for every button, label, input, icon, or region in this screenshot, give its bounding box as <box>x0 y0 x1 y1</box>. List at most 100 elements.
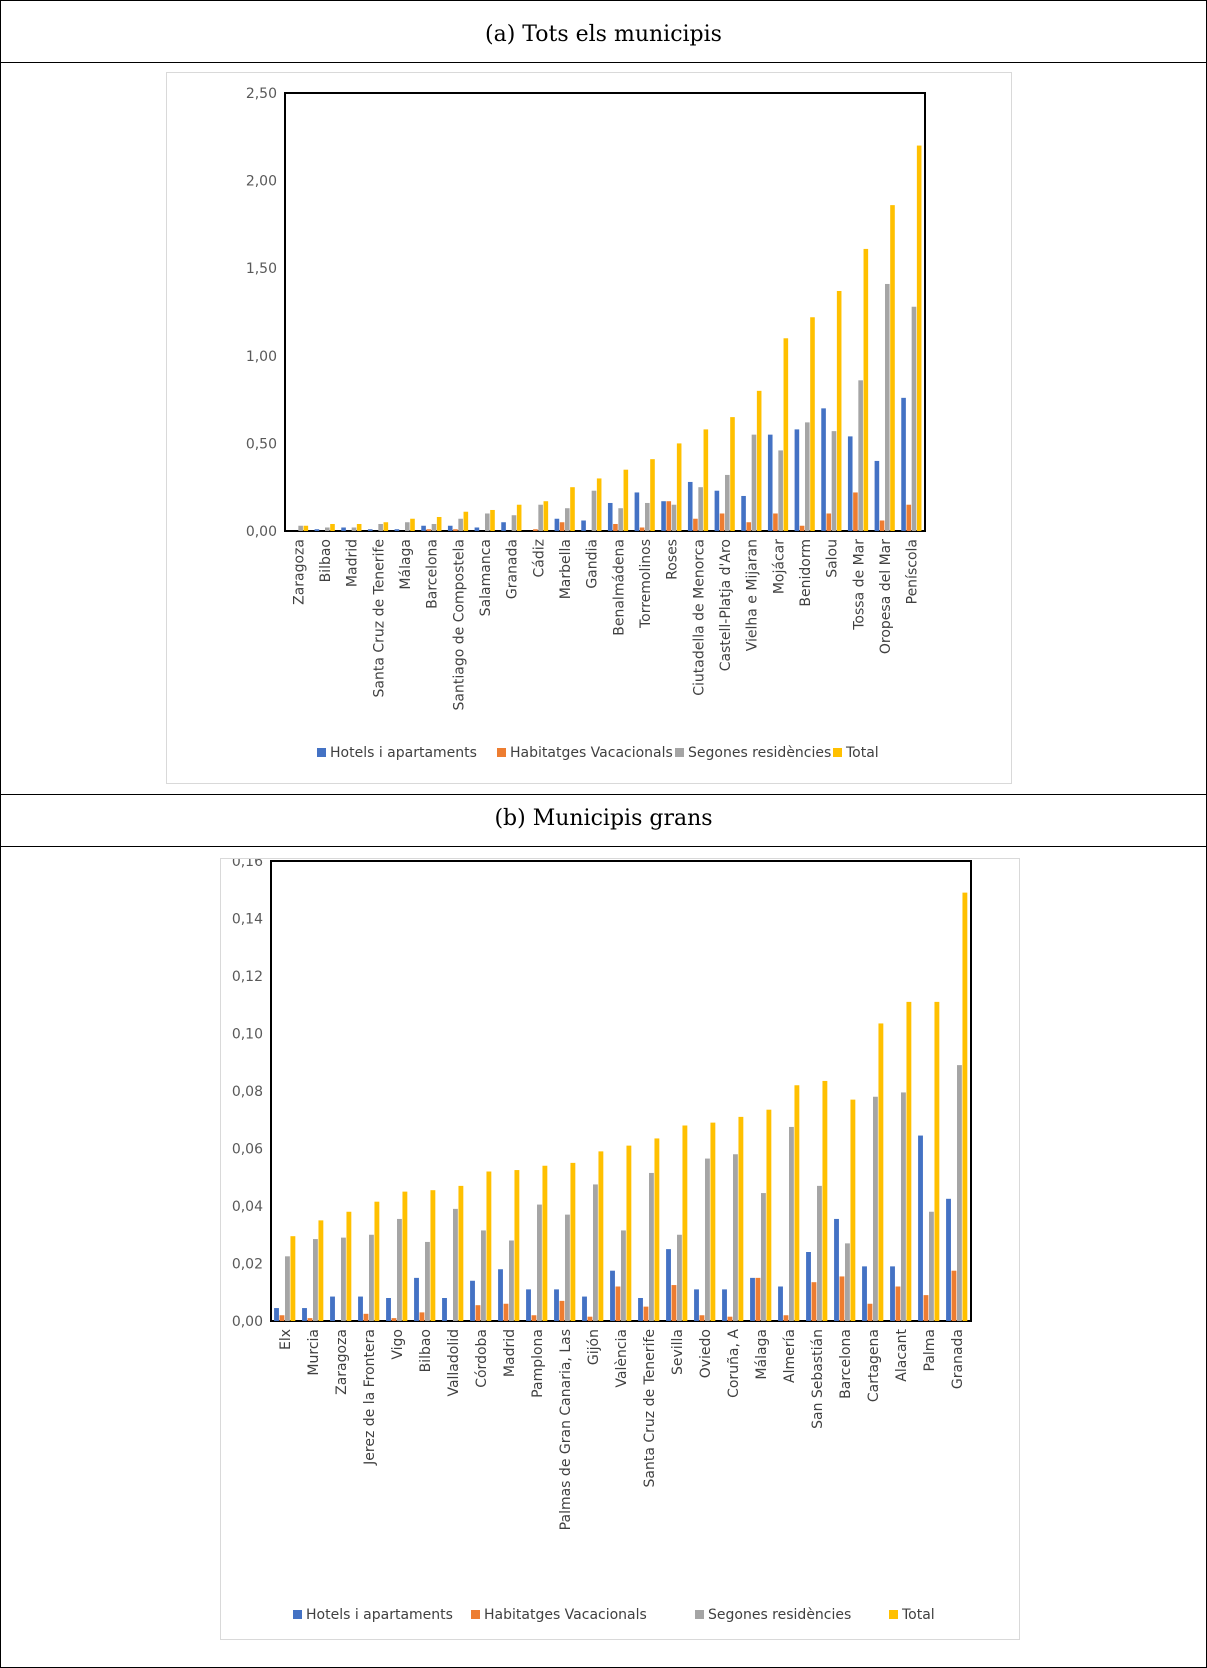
bar <box>341 527 346 531</box>
bar <box>565 508 570 531</box>
bar <box>839 1276 845 1321</box>
y-tick-label: 0,14 <box>232 912 263 928</box>
x-tick-label: Gijón <box>586 1329 602 1365</box>
bar <box>962 892 968 1321</box>
legend-label: Habitatges Vacacionals <box>510 745 673 761</box>
x-tick-label: Vigo <box>390 1329 406 1360</box>
bar <box>303 525 309 531</box>
x-tick-label: Santa Cruz de Tenerife <box>642 1329 658 1487</box>
bar <box>946 1198 951 1321</box>
bar <box>918 1135 923 1321</box>
bar <box>463 511 469 531</box>
bar <box>436 516 442 531</box>
y-tick-label: 2,50 <box>246 86 277 102</box>
bar <box>442 1298 447 1321</box>
bar <box>383 522 389 531</box>
bar <box>794 429 800 531</box>
x-tick-label: Jerez de la Frontera <box>362 1329 378 1466</box>
bar <box>367 529 373 531</box>
bar <box>421 525 426 531</box>
y-tick-label: 0,00 <box>246 524 277 540</box>
x-tick-label: Torremolinos <box>638 539 654 629</box>
bar <box>806 1252 811 1321</box>
bar <box>761 1193 766 1321</box>
bar <box>618 508 623 531</box>
y-tick-label: 0,04 <box>232 1199 263 1215</box>
x-tick-label: Alacant <box>894 1328 910 1381</box>
bar <box>730 417 735 531</box>
bar <box>733 1154 738 1321</box>
bar <box>773 513 778 531</box>
bar <box>426 529 432 531</box>
bar <box>766 1109 772 1321</box>
legend-swatch <box>497 748 506 757</box>
bar <box>516 504 522 531</box>
x-tick-label: Salamanca <box>478 539 494 616</box>
bar <box>929 1211 934 1321</box>
x-tick-label: Barcelona <box>838 1329 854 1399</box>
bar <box>447 525 453 531</box>
x-tick-label: Tossa de Mar <box>851 539 867 631</box>
bar <box>847 436 853 531</box>
bar <box>613 523 618 531</box>
x-tick-label: Madrid <box>345 539 361 587</box>
bar <box>503 1303 509 1321</box>
x-tick-label: Oviedo <box>698 1329 714 1378</box>
x-tick-label: San Sebastián <box>810 1329 826 1429</box>
bar <box>325 527 330 531</box>
legend-swatch <box>889 1610 898 1619</box>
bar <box>750 1277 755 1321</box>
bar <box>638 1298 643 1321</box>
bar <box>475 1305 481 1321</box>
bar <box>805 422 810 531</box>
legend-label: Hotels i apartaments <box>330 745 477 761</box>
bar <box>817 1185 822 1321</box>
legend-swatch <box>695 1610 704 1619</box>
bar <box>356 523 362 531</box>
bar <box>901 397 906 531</box>
bar <box>474 527 480 531</box>
bar <box>314 529 320 531</box>
x-tick-label: Vielha e Mijaran <box>745 539 761 651</box>
bar <box>778 450 783 531</box>
bar <box>643 1306 649 1321</box>
bar <box>509 1240 514 1321</box>
bar <box>554 518 560 531</box>
divider-2 <box>0 794 1207 795</box>
bar <box>738 1116 744 1321</box>
x-tick-label: Roses <box>665 539 681 580</box>
legend-label: Hotels i apartaments <box>306 1607 453 1623</box>
y-tick-label: 0,16 <box>232 859 263 870</box>
x-tick-label: Coruña, A <box>726 1329 742 1398</box>
bar <box>710 1122 716 1321</box>
bar <box>453 1208 458 1321</box>
bar <box>610 1270 615 1321</box>
bar <box>693 518 698 531</box>
x-tick-label: Salou <box>825 539 841 578</box>
bar <box>923 1295 929 1321</box>
bar <box>885 283 890 531</box>
bar <box>725 474 730 531</box>
bar <box>374 1201 380 1321</box>
bar <box>783 338 789 531</box>
bar <box>582 1296 587 1321</box>
bar <box>330 1296 335 1321</box>
bar <box>836 290 842 531</box>
bar <box>916 145 922 531</box>
x-tick-label: Bilbao <box>318 539 334 582</box>
bar <box>593 1184 598 1321</box>
bar <box>862 1266 867 1321</box>
bar <box>645 502 650 531</box>
bar <box>821 408 826 531</box>
bar <box>756 390 762 531</box>
x-tick-label: Santa Cruz de Tenerife <box>371 539 387 697</box>
legend-swatch <box>293 1610 302 1619</box>
y-tick-label: 1,00 <box>246 349 277 365</box>
bar <box>719 513 725 531</box>
x-tick-label: València <box>614 1329 630 1388</box>
bar <box>533 529 538 531</box>
bar <box>676 443 682 531</box>
bar <box>789 1126 794 1321</box>
bar <box>879 520 885 531</box>
bar <box>511 515 517 531</box>
